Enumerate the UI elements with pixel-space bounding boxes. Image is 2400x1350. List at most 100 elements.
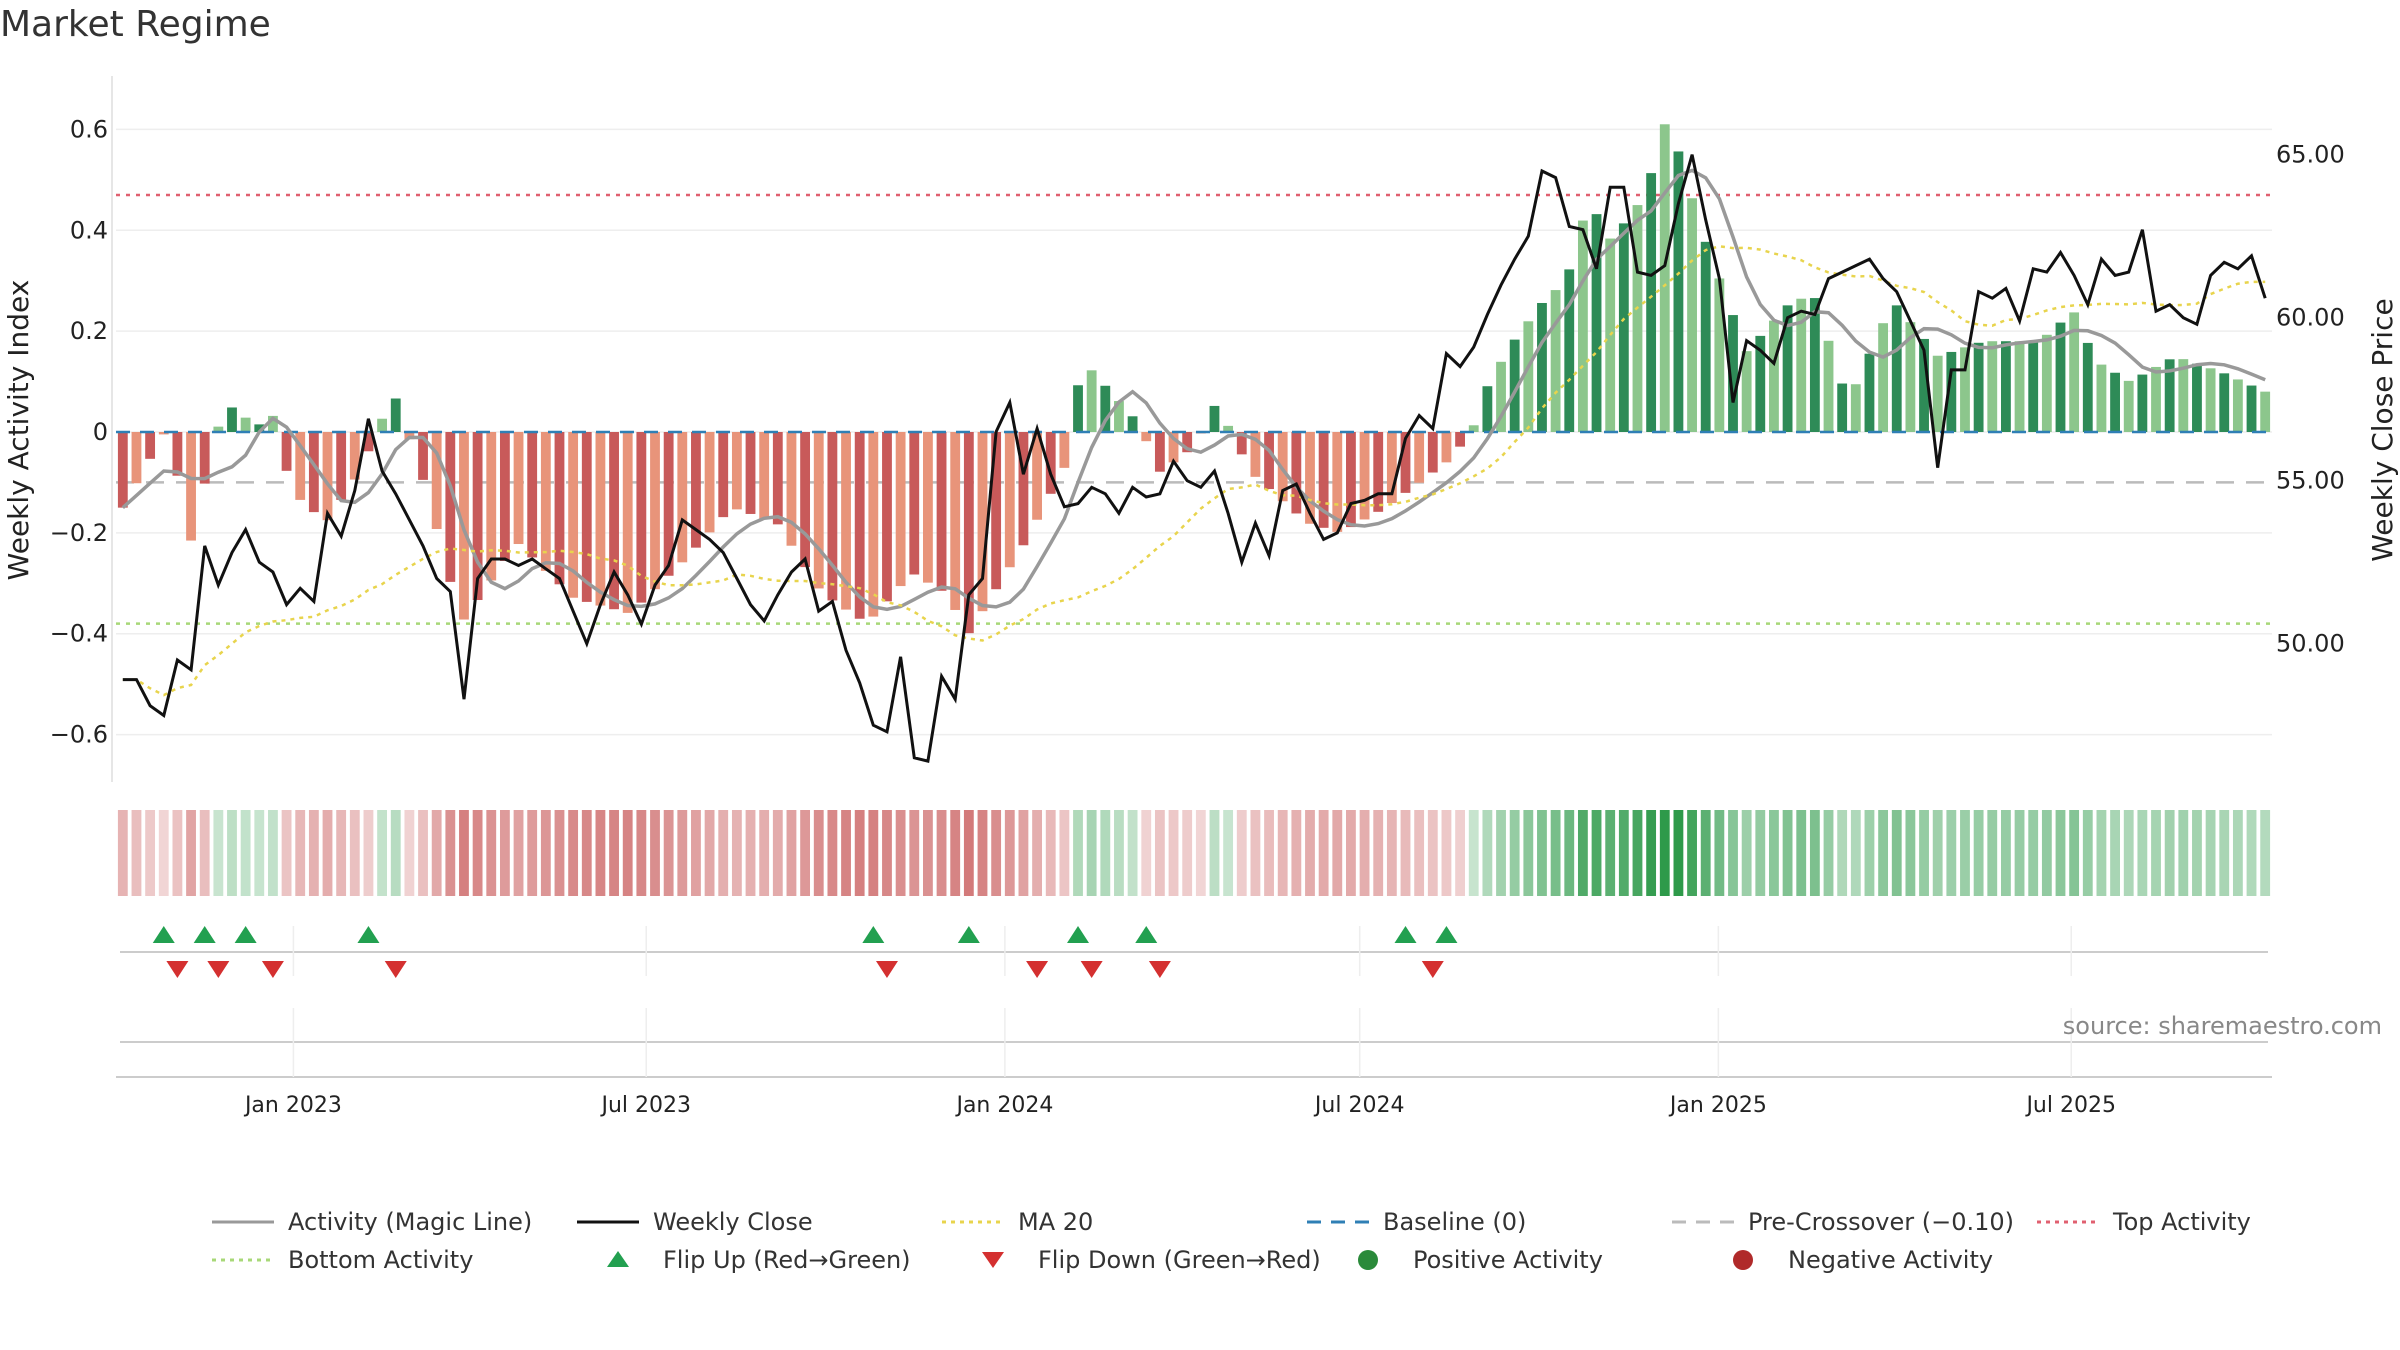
heat-cell bbox=[2260, 810, 2271, 896]
heat-cell bbox=[2151, 810, 2161, 896]
heat-cell bbox=[540, 810, 551, 896]
heat-cell bbox=[1550, 810, 1561, 896]
activity-bar bbox=[390, 398, 401, 432]
heat-cell bbox=[745, 810, 756, 896]
activity-bar bbox=[145, 432, 156, 459]
heat-cell bbox=[895, 810, 906, 896]
heat-cell bbox=[1823, 810, 1834, 896]
legend-label: MA 20 bbox=[1018, 1208, 1094, 1236]
activity-bar bbox=[1400, 432, 1411, 493]
activity-bar bbox=[1018, 432, 1029, 546]
activity-bar bbox=[1346, 432, 1356, 528]
activity-bar bbox=[1537, 302, 1547, 432]
heat-cell bbox=[1796, 810, 1807, 896]
activity-bar bbox=[922, 432, 933, 583]
heat-cell bbox=[1987, 810, 1998, 896]
activity-bar bbox=[1714, 278, 1725, 432]
heat-cell bbox=[1782, 810, 1793, 896]
flip-down-marker bbox=[384, 961, 407, 978]
heat-cell bbox=[786, 810, 797, 896]
activity-bar bbox=[540, 432, 551, 571]
activity-bar bbox=[1919, 338, 1929, 432]
flip-down-icon bbox=[982, 1252, 1004, 1268]
legend-label: Negative Activity bbox=[1788, 1246, 1994, 1274]
heat-cell bbox=[1359, 810, 1370, 896]
activity-bar bbox=[1782, 305, 1793, 432]
heat-cell bbox=[459, 810, 469, 896]
activity-bar bbox=[1468, 425, 1479, 432]
activity-bar bbox=[854, 432, 865, 619]
heat-cell bbox=[1127, 810, 1138, 896]
activity-bar bbox=[2069, 312, 2080, 432]
heat-cell bbox=[622, 810, 633, 896]
legend-label: Positive Activity bbox=[1413, 1246, 1603, 1274]
activity-bar bbox=[2246, 385, 2257, 432]
activity-bar bbox=[281, 432, 292, 471]
activity-bar bbox=[1482, 386, 1493, 432]
activity-bar bbox=[1659, 124, 1670, 433]
heat-cell bbox=[1496, 810, 1506, 896]
activity-bar bbox=[2178, 359, 2189, 432]
flip-up-marker bbox=[357, 926, 380, 943]
heat-cell bbox=[527, 810, 538, 896]
activity-bar bbox=[650, 432, 660, 590]
activity-bar bbox=[841, 432, 851, 610]
heat-cell bbox=[131, 810, 142, 896]
activity-bar bbox=[882, 432, 892, 602]
activity-bar bbox=[731, 432, 742, 510]
heat-cell bbox=[1769, 810, 1779, 896]
activity-bar bbox=[1045, 432, 1056, 494]
heat-cell bbox=[1700, 810, 1711, 896]
heat-cell bbox=[1305, 810, 1315, 896]
legend-label: Bottom Activity bbox=[288, 1246, 474, 1274]
activity-bar bbox=[1414, 432, 1425, 483]
heat-cell bbox=[1441, 810, 1452, 896]
heat-cell bbox=[1673, 810, 1684, 896]
activity-bar bbox=[1427, 432, 1438, 473]
activity-bar bbox=[349, 432, 360, 480]
y2-tick-label: 60.00 bbox=[2276, 304, 2345, 332]
flip-down-marker bbox=[875, 961, 898, 978]
weekly-close-line bbox=[122, 154, 2267, 763]
legend-swatch bbox=[2037, 1220, 2099, 1224]
heat-cell bbox=[663, 810, 674, 896]
activity-bar bbox=[1250, 432, 1261, 477]
heat-cell bbox=[268, 810, 278, 896]
activity-bar bbox=[472, 432, 483, 601]
heat-cell bbox=[322, 810, 333, 896]
activity-bar bbox=[1618, 223, 1629, 432]
legend-swatch bbox=[1672, 1220, 1734, 1224]
heat-cell bbox=[499, 810, 510, 896]
x-tick-label: Jul 2023 bbox=[599, 1093, 691, 1118]
activity-bar bbox=[1236, 432, 1247, 455]
activity-bar bbox=[363, 432, 374, 452]
heat-cell bbox=[2028, 810, 2039, 896]
heat-cell bbox=[418, 810, 428, 896]
legend-item: Bottom Activity bbox=[210, 1246, 585, 1274]
flip-markers bbox=[120, 926, 2268, 978]
heat-cell bbox=[172, 810, 183, 896]
activity-bar bbox=[213, 426, 224, 432]
activity-bar bbox=[1305, 432, 1315, 524]
heat-cell bbox=[390, 810, 401, 896]
activity-bar bbox=[186, 432, 196, 541]
activity-bar bbox=[1441, 432, 1452, 463]
regime-heat-strip bbox=[117, 810, 2271, 896]
x-tick-label: Jul 2025 bbox=[2024, 1093, 2116, 1118]
activity-bar bbox=[1577, 220, 1588, 432]
activity-bar bbox=[1564, 269, 1575, 432]
activity-bar bbox=[827, 432, 838, 601]
heat-cell bbox=[431, 810, 442, 896]
legend-label: Flip Down (Green→Red) bbox=[1038, 1246, 1321, 1274]
series-lines bbox=[116, 154, 2272, 763]
heat-cell bbox=[1646, 810, 1657, 896]
activity-bar bbox=[117, 432, 128, 508]
activity-bar bbox=[1769, 320, 1779, 432]
activity-bar bbox=[1878, 323, 1889, 432]
activity-bar bbox=[2219, 373, 2230, 432]
legend-item: Positive Activity bbox=[1335, 1246, 1710, 1274]
heat-cell bbox=[1878, 810, 1889, 896]
heat-cell bbox=[1905, 810, 1916, 896]
heat-cell bbox=[308, 810, 319, 896]
heat-cell bbox=[963, 810, 974, 896]
